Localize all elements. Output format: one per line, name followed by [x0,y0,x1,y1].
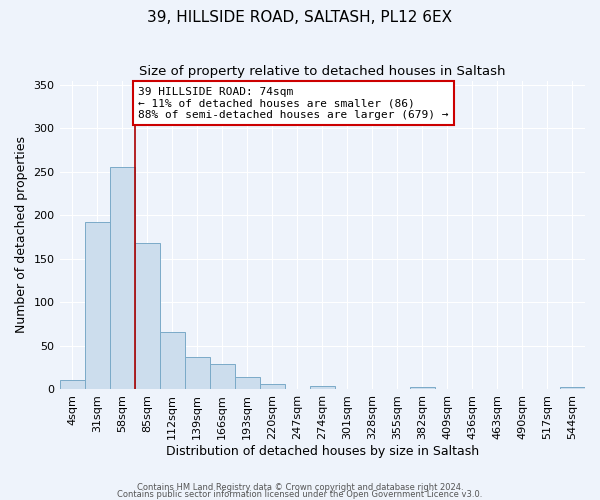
Text: Contains public sector information licensed under the Open Government Licence v3: Contains public sector information licen… [118,490,482,499]
Bar [160,332,185,389]
Bar [310,386,335,389]
Y-axis label: Number of detached properties: Number of detached properties [15,136,28,334]
Text: 39 HILLSIDE ROAD: 74sqm
← 11% of detached houses are smaller (86)
88% of semi-de: 39 HILLSIDE ROAD: 74sqm ← 11% of detache… [139,86,449,120]
Bar [209,364,235,389]
Bar [235,377,260,389]
Bar [260,384,285,389]
Bar [110,168,134,389]
Bar [59,380,85,389]
X-axis label: Distribution of detached houses by size in Saltash: Distribution of detached houses by size … [166,444,479,458]
Bar [185,357,209,389]
Bar [134,243,160,389]
Title: Size of property relative to detached houses in Saltash: Size of property relative to detached ho… [139,65,506,78]
Bar [410,387,435,389]
Bar [85,222,110,389]
Text: 39, HILLSIDE ROAD, SALTASH, PL12 6EX: 39, HILLSIDE ROAD, SALTASH, PL12 6EX [148,10,452,25]
Text: Contains HM Land Registry data © Crown copyright and database right 2024.: Contains HM Land Registry data © Crown c… [137,484,463,492]
Bar [560,387,585,389]
